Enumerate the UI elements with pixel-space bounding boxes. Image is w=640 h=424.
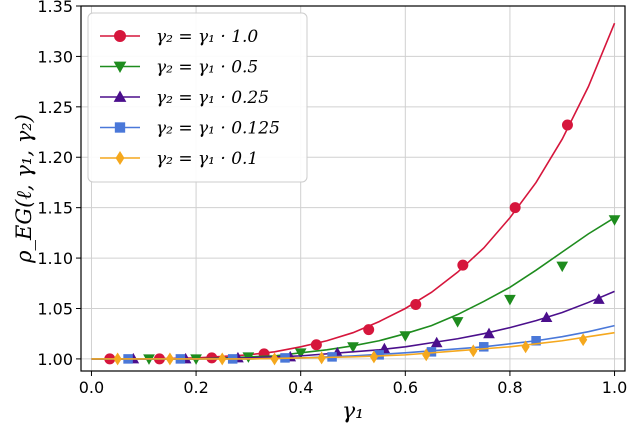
data-point: [430, 336, 443, 348]
legend-label: γ₂ = γ₁ · 0.25: [156, 88, 269, 108]
data-point: [608, 215, 621, 226]
data-point: [469, 344, 478, 358]
y-tick-label: 1.15: [37, 199, 73, 218]
data-point: [483, 327, 495, 339]
y-tick-label: 1.30: [37, 47, 73, 66]
data-point: [363, 324, 375, 336]
x-tick-label: 1.0: [602, 378, 627, 397]
data-point: [165, 352, 175, 366]
x-tick-label: 0.6: [393, 378, 418, 397]
y-tick-label: 1.05: [37, 299, 73, 318]
legend-marker: [114, 122, 126, 133]
data-point: [556, 261, 569, 273]
data-point: [592, 293, 605, 304]
y-axis-label: ρ_EG(ℓ, γ₁, γ₂): [12, 114, 36, 264]
legend-item: γ₂ = γ₁ · 0.125: [100, 119, 280, 139]
data-point: [369, 350, 379, 364]
y-tick-label: 1.25: [37, 98, 73, 117]
data-point: [294, 348, 307, 359]
legend-item: γ₂ = γ₁ · 0.1: [100, 149, 258, 169]
axis-ticks: 0.0 0.2 0.4 0.6 0.8 1.0 1.00 1.05 1.10 1.15 1.20 1.…: [37, 0, 627, 397]
data-point: [218, 352, 227, 366]
y-tick-label: 1.00: [37, 350, 73, 369]
legend-item: γ₂ = γ₁ · 0.25: [100, 88, 269, 108]
data-point: [531, 336, 541, 346]
y-tick-label: 1.10: [37, 249, 73, 268]
data-point: [540, 311, 553, 323]
legend-label: γ₂ = γ₁ · 1.0: [156, 27, 258, 47]
legend: γ₂ = γ₁ · 1.0 γ₂ = γ₁ · 0.5 γ₂ = γ₁ · 0.25…: [87, 12, 308, 183]
data-point: [422, 348, 431, 362]
legend-label: γ₂ = γ₁ · 0.5: [156, 58, 258, 78]
data-point: [270, 352, 279, 366]
series-line: [91, 331, 615, 360]
data-point: [521, 340, 530, 354]
data-point: [457, 259, 469, 271]
data-point: [347, 342, 359, 353]
data-point: [451, 317, 464, 328]
legend-item: γ₂ = γ₁ · 0.5: [100, 58, 258, 78]
data-point: [504, 294, 516, 306]
data-point: [317, 351, 326, 365]
series-5: [91, 331, 615, 366]
data-point: [410, 298, 422, 310]
legend-marker: [113, 90, 127, 102]
x-tick-label: 0.0: [79, 378, 104, 397]
x-tick-label: 0.2: [183, 378, 208, 397]
data-point: [399, 331, 412, 342]
data-point: [310, 339, 322, 351]
legend-marker: [113, 61, 127, 74]
x-axis-label: γ₁: [342, 399, 364, 424]
plot-frame: [80, 5, 626, 372]
x-tick-label: 0.4: [288, 378, 313, 397]
legend-label: γ₂ = γ₁ · 0.125: [156, 119, 280, 139]
legend-label: γ₂ = γ₁ · 0.1: [156, 149, 258, 169]
y-tick-label: 1.20: [37, 148, 73, 167]
data-point: [509, 202, 521, 214]
legend-marker: [115, 151, 125, 165]
series-3: [91, 290, 615, 364]
data-point: [561, 119, 573, 131]
series-layer: [91, 22, 621, 366]
data-point: [579, 333, 588, 347]
x-tick-label: 0.8: [497, 378, 522, 397]
legend-box: [87, 12, 308, 183]
legend-marker: [114, 30, 126, 42]
y-tick-label: 1.35: [37, 0, 73, 16]
data-point: [113, 352, 122, 366]
data-point: [479, 342, 489, 352]
legend-item: γ₂ = γ₁ · 1.0: [100, 27, 258, 47]
